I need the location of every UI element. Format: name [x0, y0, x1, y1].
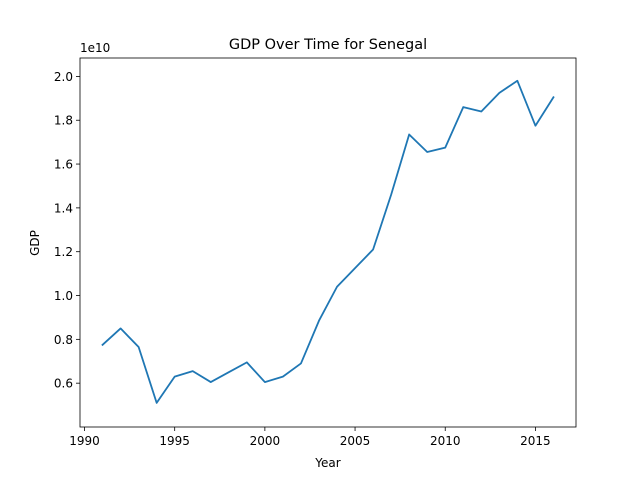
axes-frame [79, 57, 577, 428]
y-tick-label: 1.8 [54, 114, 73, 128]
x-tick-label: 2015 [520, 434, 551, 448]
y-tick-label: 1.4 [54, 201, 73, 215]
x-axis-label: Year [314, 456, 340, 470]
y-tick-label: 0.6 [54, 377, 73, 391]
x-tick-label: 1990 [69, 434, 100, 448]
chart-title: GDP Over Time for Senegal [229, 37, 427, 53]
y-tick-label: 2.0 [54, 70, 73, 84]
x-tick-label: 1995 [159, 434, 190, 448]
y-tick-label: 1.2 [54, 245, 73, 259]
plot-area: 1990 1995 2000 2005 2010 2015 0.6 0.8 1.0 1.2 1.4 1… [54, 57, 577, 448]
x-tick-label: 2005 [340, 434, 371, 448]
y-tick-label: 1.6 [54, 158, 73, 172]
x-tick-label: 2000 [250, 434, 281, 448]
series-line [101, 79, 555, 404]
y-axis-label: GDP [28, 230, 42, 256]
y-tick-label: 1.0 [54, 289, 73, 303]
y-offset-label: 1e10 [80, 41, 110, 55]
y-tick-label: 0.8 [54, 333, 73, 347]
x-tick-label: 2010 [430, 434, 461, 448]
